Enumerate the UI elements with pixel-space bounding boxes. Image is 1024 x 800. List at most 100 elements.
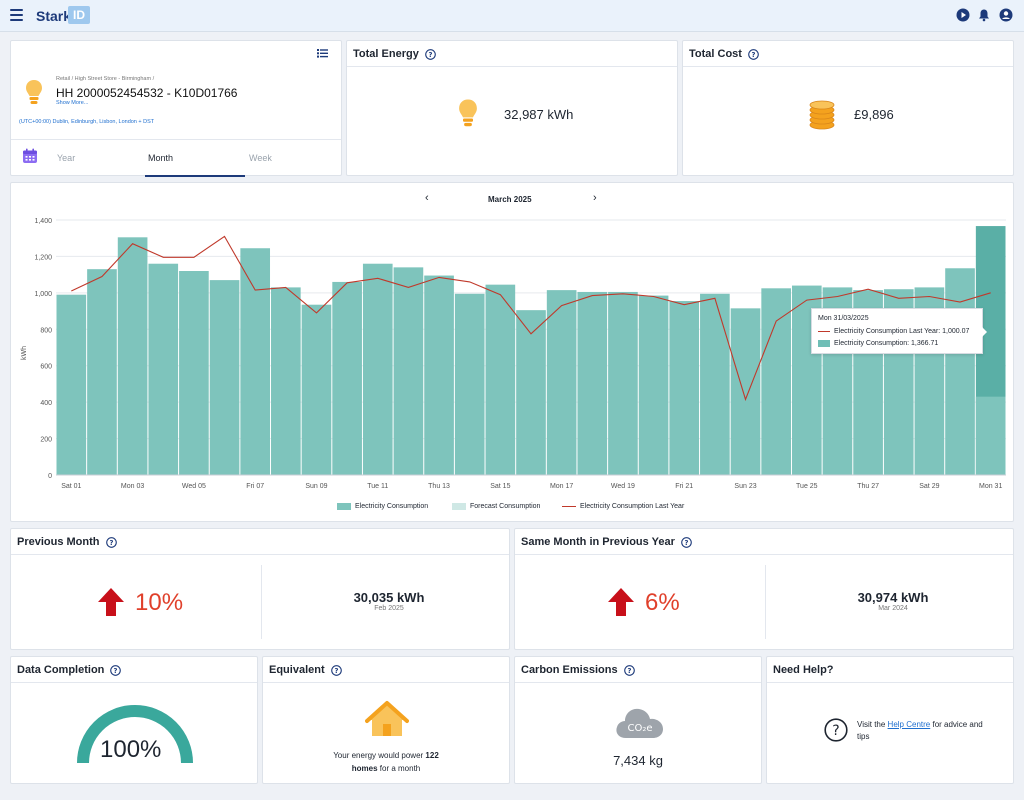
bar bbox=[945, 268, 975, 475]
lightbulb-icon bbox=[26, 80, 42, 104]
bar bbox=[424, 275, 454, 475]
bar bbox=[179, 271, 209, 475]
menu-icon[interactable] bbox=[10, 9, 23, 21]
help-icon[interactable]: ? bbox=[681, 536, 692, 548]
tab-month[interactable]: Month bbox=[148, 153, 174, 163]
previous-month-period: Feb 2025 bbox=[374, 605, 404, 612]
tab-week[interactable]: Week bbox=[249, 153, 272, 163]
next-month-button[interactable]: › bbox=[593, 192, 597, 204]
bar bbox=[117, 237, 148, 475]
help-icon[interactable]: ? bbox=[330, 664, 342, 676]
x-tick-label: Mon 17 bbox=[550, 483, 573, 490]
chart-tooltip: Mon 31/03/2025 Electricity Consumption L… bbox=[811, 308, 983, 354]
help-icon[interactable]: ? bbox=[623, 664, 635, 676]
same-month-title: Same Month in Previous Year ? bbox=[521, 536, 692, 548]
bar bbox=[332, 281, 362, 475]
help-icon[interactable]: ? bbox=[424, 48, 436, 60]
timezone-label: (UTC+00:00) Dublin, Edinburgh, Lisbon, L… bbox=[19, 119, 155, 125]
legend-electricity-consumption[interactable]: Electricity Consumption bbox=[337, 503, 428, 510]
x-tick-label: Wed 19 bbox=[611, 483, 635, 490]
calendar-icon[interactable] bbox=[22, 148, 38, 164]
legend-last-year[interactable]: Electricity Consumption Last Year bbox=[562, 503, 684, 510]
tooltip-row-last-year: Electricity Consumption Last Year: 1,000… bbox=[818, 328, 969, 335]
y-tick-label: 800 bbox=[40, 327, 52, 334]
x-tick-label: Sat 01 bbox=[61, 483, 81, 490]
same-month-period: Mar 2024 bbox=[878, 605, 908, 612]
tab-year[interactable]: Year bbox=[57, 153, 76, 163]
y-tick-label: 1,200 bbox=[34, 254, 52, 261]
x-tick-label: Tue 11 bbox=[367, 483, 388, 490]
meter-breadcrumb: Retail / High Street Store - Birmingham … bbox=[56, 76, 155, 82]
completion-gauge bbox=[77, 705, 193, 764]
svg-text:?: ? bbox=[109, 538, 113, 546]
tooltip-row-consumption: Electricity Consumption: 1,366.71 bbox=[818, 340, 938, 347]
list-icon[interactable] bbox=[317, 48, 328, 58]
top-bar: Stark ID bbox=[0, 0, 1024, 32]
bar bbox=[577, 291, 608, 475]
same-month-value: 30,974 kWh bbox=[857, 590, 929, 605]
previous-month-value: 30,035 kWh bbox=[353, 590, 425, 605]
data-completion-value: 100% bbox=[100, 736, 162, 763]
tooltip-title: Mon 31/03/2025 bbox=[818, 315, 869, 322]
x-tick-label: Thu 13 bbox=[428, 483, 450, 490]
prev-month-button[interactable]: ‹ bbox=[425, 192, 429, 204]
bar bbox=[56, 294, 87, 475]
bar bbox=[546, 290, 577, 475]
equivalent-card: Equivalent ? Your energy would power 122… bbox=[262, 656, 510, 784]
y-tick-label: 0 bbox=[48, 473, 52, 480]
bell-icon[interactable] bbox=[977, 8, 991, 22]
bar bbox=[87, 269, 117, 475]
x-tick-label: Mon 31 bbox=[979, 483, 1002, 490]
svg-text:?: ? bbox=[428, 50, 432, 58]
previous-month-card: Previous Month ? 10% 30,035 kWh Feb 2025 bbox=[10, 528, 510, 650]
need-help-title: Need Help? bbox=[773, 664, 834, 676]
svg-text:CO₂e: CO₂e bbox=[627, 723, 652, 734]
bar-lower-segment bbox=[975, 396, 1006, 475]
help-icon[interactable]: ? bbox=[748, 48, 759, 60]
carbon-value: 7,434 kg bbox=[613, 753, 663, 768]
bar bbox=[761, 288, 791, 475]
arrow-up-icon bbox=[608, 588, 634, 616]
same-month-prev-year-card: Same Month in Previous Year ? 6% 30,974 … bbox=[514, 528, 1014, 650]
show-more-link[interactable]: Show More... bbox=[56, 100, 89, 106]
tooltip-pointer bbox=[982, 327, 987, 337]
arrow-up-icon bbox=[98, 588, 124, 616]
total-energy-title: Total Energy ? bbox=[353, 48, 436, 60]
total-cost-title: Total Cost ? bbox=[689, 48, 759, 60]
bar bbox=[454, 293, 485, 475]
previous-month-pct: 10% bbox=[135, 589, 184, 616]
x-tick-label: Fri 21 bbox=[675, 483, 693, 490]
legend-forecast-consumption[interactable]: Forecast Consumption bbox=[452, 503, 540, 510]
help-icon[interactable]: ? bbox=[105, 536, 117, 548]
bar bbox=[148, 263, 179, 475]
bar bbox=[271, 287, 301, 475]
y-tick-label: 600 bbox=[40, 364, 52, 371]
help-centre-link[interactable]: Help Centre bbox=[887, 720, 931, 729]
co2-cloud-icon: CO₂e bbox=[616, 708, 663, 738]
meter-id: HH 2000052454532 - K10D01766 bbox=[56, 86, 238, 100]
brand-badge: ID bbox=[68, 6, 90, 24]
help-icon[interactable]: ? bbox=[110, 664, 122, 676]
svg-text:?: ? bbox=[832, 723, 839, 739]
user-account-icon[interactable] bbox=[999, 8, 1013, 22]
previous-month-title: Previous Month ? bbox=[17, 536, 117, 548]
svg-text:?: ? bbox=[684, 538, 688, 546]
chart-month-label: March 2025 bbox=[488, 195, 532, 204]
y-tick-label: 400 bbox=[40, 400, 52, 407]
coins-icon bbox=[809, 100, 835, 130]
lightbulb-icon bbox=[459, 99, 477, 127]
tab-active-indicator bbox=[145, 175, 245, 177]
consumption-chart[interactable]: 0 200 400 600 800 1,000 1,200 1,400 kWh Sat 01 Mon… bbox=[11, 183, 1013, 521]
x-tick-label: Sat 15 bbox=[490, 483, 510, 490]
x-tick-label: Tue 25 bbox=[796, 483, 818, 490]
carbon-title: Carbon Emissions ? bbox=[521, 664, 635, 676]
meter-card: Retail / High Street Store - Birmingham … bbox=[10, 40, 342, 177]
svg-text:?: ? bbox=[334, 666, 338, 674]
equivalent-text: Your energy would power 122 homes for a … bbox=[333, 751, 439, 773]
data-completion-card: Data Completion ? 100% bbox=[10, 656, 258, 784]
bar bbox=[516, 310, 546, 475]
bar bbox=[209, 280, 240, 475]
bar bbox=[638, 295, 669, 475]
play-icon[interactable] bbox=[956, 8, 970, 22]
bar bbox=[240, 248, 271, 475]
